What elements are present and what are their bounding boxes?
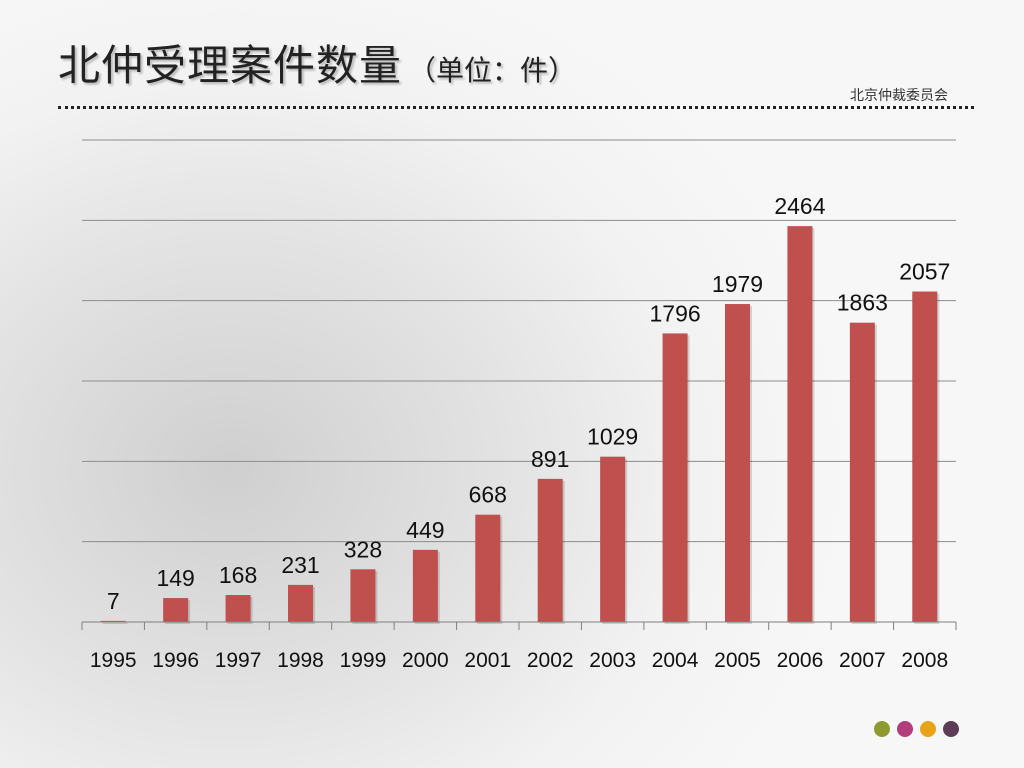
x-tick-label: 1997 [215,649,262,672]
bar [350,569,376,622]
x-tick-label: 2008 [901,649,948,672]
bar [787,226,813,622]
dot-plum [943,721,959,737]
x-tick-label: 2004 [652,649,699,672]
bar [537,478,563,622]
organization-name: 北京仲裁委员会 [850,88,948,104]
x-tick-label: 2001 [464,649,511,672]
data-label: 328 [344,536,382,562]
x-tick-label: 1995 [90,649,137,672]
x-tick-label: 2002 [527,649,574,672]
x-tick-label: 1998 [277,649,324,672]
bar [912,291,938,622]
title-unit: （单位：件） [408,54,577,87]
decorative-dots [874,721,966,737]
data-label: 668 [469,482,507,508]
x-tick-label: 2003 [589,649,636,672]
slide-title: 北仲受理案件数量 （单位：件） [58,32,576,93]
data-label: 1029 [587,424,638,450]
bar-shadow [102,622,128,624]
x-tick-label: 2005 [714,649,761,672]
x-tick-label: 2006 [777,649,824,672]
data-label: 1863 [837,290,888,316]
bar [100,620,126,622]
bar [600,456,626,622]
dot-magenta [897,721,913,737]
data-label: 149 [156,565,194,591]
data-label: 2057 [899,259,950,285]
bar [163,598,189,622]
data-label: 2464 [774,193,825,219]
bar [225,595,251,622]
dot-olive [874,721,890,737]
x-tick-label: 1999 [340,649,387,672]
bar [475,514,501,622]
bar [288,584,313,622]
data-label: 1796 [649,300,700,326]
data-label: 1979 [712,271,763,297]
bar [849,322,875,622]
x-tick-label: 1996 [152,649,199,672]
x-tick-label: 2007 [839,649,886,672]
data-label: 168 [219,562,257,588]
bar [662,333,688,622]
data-label: 231 [281,552,319,578]
dot-orange [920,721,936,737]
data-label: 449 [406,517,444,543]
bar [412,549,438,622]
dotted-divider [58,106,974,109]
title-main: 北仲受理案件数量 [58,41,403,90]
bar [725,304,750,622]
data-label: 7 [107,588,120,614]
data-label: 891 [531,446,569,472]
x-tick-label: 2000 [402,649,449,672]
